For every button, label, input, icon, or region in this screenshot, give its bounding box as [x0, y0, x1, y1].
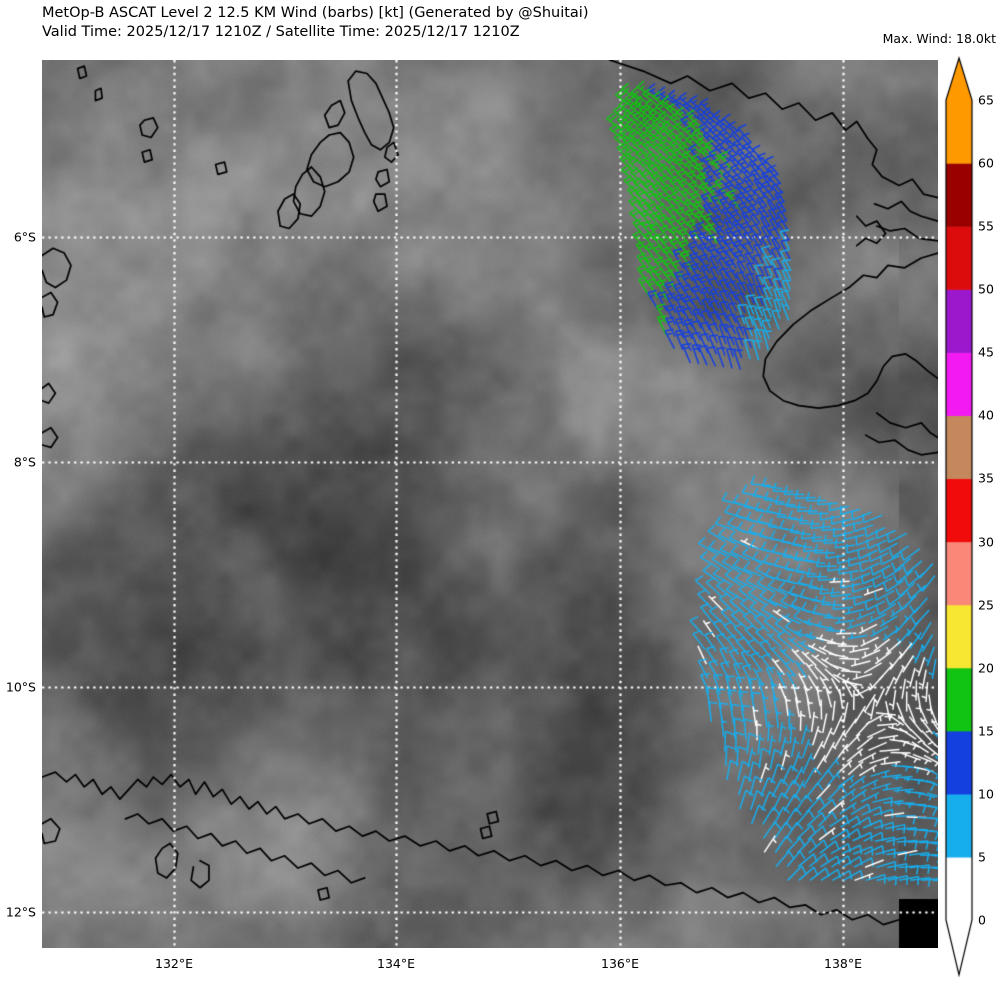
satellite-map-plot[interactable]: [42, 60, 938, 948]
colorbar-tick-0: 0: [978, 912, 986, 928]
x-tick-label-1: 134°E: [376, 956, 416, 971]
x-tick-label-3: 138°E: [823, 956, 863, 971]
colorbar-tick-15: 15: [978, 723, 994, 739]
title-line-2: Valid Time: 2025/12/17 1210Z / Satellite…: [42, 24, 520, 40]
y-tick-label-1: 8°S: [13, 454, 36, 470]
x-tick-label-0: 132°E: [154, 956, 194, 971]
x-tick-label-2: 136°E: [600, 956, 640, 971]
colorbar-tick-10: 10: [978, 786, 994, 802]
colorbar-tick-60: 60: [978, 155, 994, 171]
colorbar-tick-50: 50: [978, 281, 994, 297]
colorbar-tick-5: 5: [978, 849, 986, 865]
wind-speed-colorbar[interactable]: 0 5 10 15 20 25 30 35 40 45 50 55 60 65: [938, 55, 1008, 985]
y-tick-label-3: 12°S: [5, 904, 36, 920]
colorbar-tick-30: 30: [978, 534, 994, 550]
max-wind-label: Max. Wind: 18.0kt: [882, 31, 996, 46]
colorbar-tick-20: 20: [978, 660, 994, 676]
colorbar-gradient: [938, 55, 1008, 985]
y-tick-label-0: 6°S: [13, 229, 36, 245]
colorbar-tick-65: 65: [978, 92, 994, 108]
chart-header: MetOp-B ASCAT Level 2 12.5 KM Wind (barb…: [42, 4, 762, 42]
y-tick-label-2: 10°S: [5, 679, 36, 695]
colorbar-tick-55: 55: [978, 218, 994, 234]
title-line-1: MetOp-B ASCAT Level 2 12.5 KM Wind (barb…: [42, 5, 589, 21]
colorbar-tick-45: 45: [978, 344, 994, 360]
colorbar-tick-40: 40: [978, 407, 994, 423]
colorbar-tick-25: 25: [978, 597, 994, 613]
satellite-imagery-canvas: [42, 60, 938, 948]
colorbar-tick-35: 35: [978, 470, 994, 486]
